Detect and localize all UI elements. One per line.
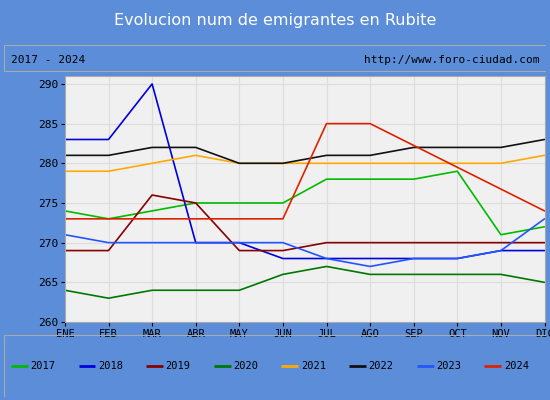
Text: 2022: 2022 [368,361,394,371]
Text: 2019: 2019 [166,361,191,371]
Text: 2023: 2023 [436,361,461,371]
Text: 2018: 2018 [98,361,123,371]
Text: 2020: 2020 [233,361,258,371]
Text: Evolucion num de emigrantes en Rubite: Evolucion num de emigrantes en Rubite [114,14,436,28]
Text: 2024: 2024 [504,361,529,371]
Text: http://www.foro-ciudad.com: http://www.foro-ciudad.com [364,55,539,65]
Text: 2017: 2017 [30,361,56,371]
Text: 2021: 2021 [301,361,326,371]
Text: 2017 - 2024: 2017 - 2024 [11,55,85,65]
